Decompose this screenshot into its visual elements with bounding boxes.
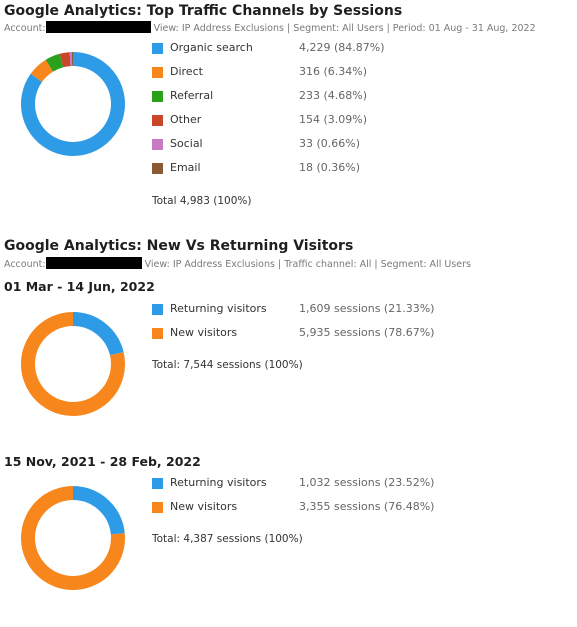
legend-value: 18 (0.36%) (299, 161, 361, 174)
legend-value: 5,935 sessions (78.67%) (299, 326, 435, 339)
chart-title: Google Analytics: Top Traffic Channels b… (4, 3, 403, 19)
donut-slice-direct (30, 59, 54, 83)
donut-chart (21, 312, 125, 416)
donut-chart (21, 486, 125, 590)
legend-label: Organic search (170, 41, 253, 54)
donut-slice-new-visitors (21, 312, 125, 416)
total-label: Total 4,983 (100%) (152, 195, 252, 207)
legend-value: 154 (3.09%) (299, 113, 368, 126)
legend-label: Social (170, 137, 203, 150)
legend-value: 33 (0.66%) (299, 137, 361, 150)
period-label: 15 Nov, 2021 - 28 Feb, 2022 (4, 454, 201, 469)
account-label: Account: (4, 259, 46, 270)
period-label: 01 Mar - 14 Jun, 2022 (4, 279, 155, 294)
donut-slice-new-visitors (21, 486, 125, 590)
legend-label: New visitors (170, 326, 238, 339)
legend-swatch (152, 502, 163, 513)
chart-subtitle: Account: View: IP Address Exclusions | T… (4, 257, 471, 270)
donut-slice-other (59, 52, 71, 68)
legend-value: 316 (6.34%) (299, 65, 368, 78)
chart-title: Google Analytics: New Vs Returning Visit… (4, 238, 354, 254)
total-label: Total: 4,387 sessions (100%) (152, 533, 303, 545)
legend-label: Returning visitors (170, 302, 267, 315)
legend-value: 3,355 sessions (76.48%) (299, 500, 435, 513)
donut-slice-returning-visitors (72, 486, 125, 535)
legend-swatch (152, 139, 163, 150)
legend-swatch (152, 67, 163, 78)
total-label: Total: 7,544 sessions (100%) (152, 359, 303, 371)
legend-value: 4,229 (84.87%) (299, 41, 385, 54)
legend-swatch (152, 43, 163, 54)
legend-value: 233 (4.68%) (299, 89, 368, 102)
filters-text: View: IP Address Exclusions | Segment: A… (153, 23, 536, 34)
legend-label: Email (170, 161, 201, 174)
legend-label: Other (170, 113, 202, 126)
redacted-account (45, 257, 142, 269)
legend-label: Direct (170, 65, 203, 78)
legend-swatch (152, 91, 163, 102)
donut-slice-organic-search (21, 52, 125, 156)
legend-label: New visitors (170, 500, 238, 513)
redacted-account (45, 21, 151, 33)
legend-value: 1,609 sessions (21.33%) (299, 302, 435, 315)
legend-label: Referral (170, 89, 214, 102)
filters-text: View: IP Address Exclusions | Traffic ch… (144, 259, 471, 270)
account-label: Account: (4, 23, 46, 34)
legend-label: Returning visitors (170, 476, 267, 489)
legend-swatch (152, 328, 163, 339)
donut-slice-referral (45, 53, 64, 72)
legend-swatch (152, 163, 163, 174)
chart-subtitle: Account: View: IP Address Exclusions | S… (4, 21, 536, 34)
donut-slice-returning-visitors (72, 312, 124, 356)
donut-chart (21, 52, 125, 156)
legend-swatch (152, 304, 163, 315)
legend-value: 1,032 sessions (23.52%) (299, 476, 435, 489)
legend-swatch (152, 115, 163, 126)
legend-swatch (152, 478, 163, 489)
